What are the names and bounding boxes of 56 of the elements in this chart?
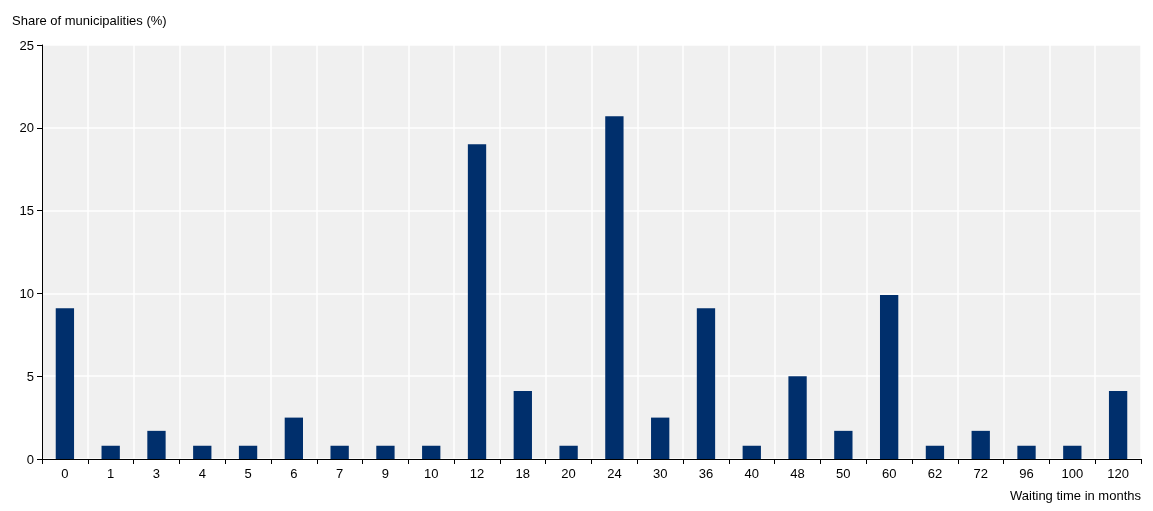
y-axis-title: Share of municipalities (%)	[12, 13, 167, 28]
y-tick-label: 25	[19, 37, 34, 53]
bar	[788, 376, 807, 459]
bar	[330, 445, 349, 459]
bar	[55, 308, 75, 459]
x-tick-label: 50	[836, 466, 851, 481]
x-tick-label: 120	[1107, 466, 1129, 481]
bar	[238, 445, 258, 459]
bar	[1108, 391, 1128, 459]
bar	[513, 391, 532, 459]
bar	[971, 430, 990, 459]
x-tick-label: 72	[973, 466, 988, 481]
x-tick-label: 40	[744, 466, 760, 481]
x-tick-label: 1	[107, 466, 115, 481]
bar	[284, 417, 304, 459]
bar	[605, 116, 624, 459]
x-tick-label: 4	[198, 466, 206, 481]
bar	[925, 445, 945, 459]
bar	[467, 144, 487, 459]
x-tick-label: 18	[515, 466, 531, 481]
x-tick-label: 0	[61, 466, 69, 481]
x-tick-label: 30	[652, 466, 668, 481]
y-tick-label: 20	[19, 120, 34, 136]
bar	[193, 445, 212, 459]
x-tick-label: 60	[881, 466, 897, 481]
x-tick-label: 5	[244, 466, 252, 481]
x-tick-label: 6	[290, 466, 298, 481]
bar	[422, 445, 441, 459]
x-tick-label: 12	[469, 466, 485, 481]
bar	[147, 430, 166, 459]
y-tick-label: 5	[26, 368, 34, 384]
bar	[879, 295, 899, 459]
bar	[834, 430, 853, 459]
bar	[1063, 445, 1082, 459]
bar	[651, 417, 670, 459]
x-tick-label: 9	[381, 466, 390, 481]
bar	[559, 445, 578, 459]
x-tick-label: 3	[152, 466, 161, 481]
bar	[376, 445, 395, 459]
x-tick-label: 100	[1061, 466, 1084, 481]
y-tick-label: 0	[26, 451, 34, 467]
bar	[742, 445, 761, 459]
x-tick-label: 7	[336, 466, 344, 481]
y-tick-label: 15	[19, 203, 34, 219]
x-tick-label: 62	[927, 466, 943, 481]
bar	[101, 445, 120, 459]
x-tick-label: 10	[423, 466, 439, 481]
x-axis-title: Waiting time in months	[1009, 488, 1142, 503]
bar	[1017, 445, 1036, 459]
bar	[696, 308, 716, 459]
x-tick-label: 96	[1019, 466, 1034, 481]
x-tick-label: 36	[698, 466, 714, 481]
y-tick-label: 10	[19, 285, 34, 301]
x-tick-label: 48	[790, 466, 805, 481]
x-tick-label: 20	[561, 466, 576, 481]
x-tick-label: 24	[607, 466, 622, 481]
